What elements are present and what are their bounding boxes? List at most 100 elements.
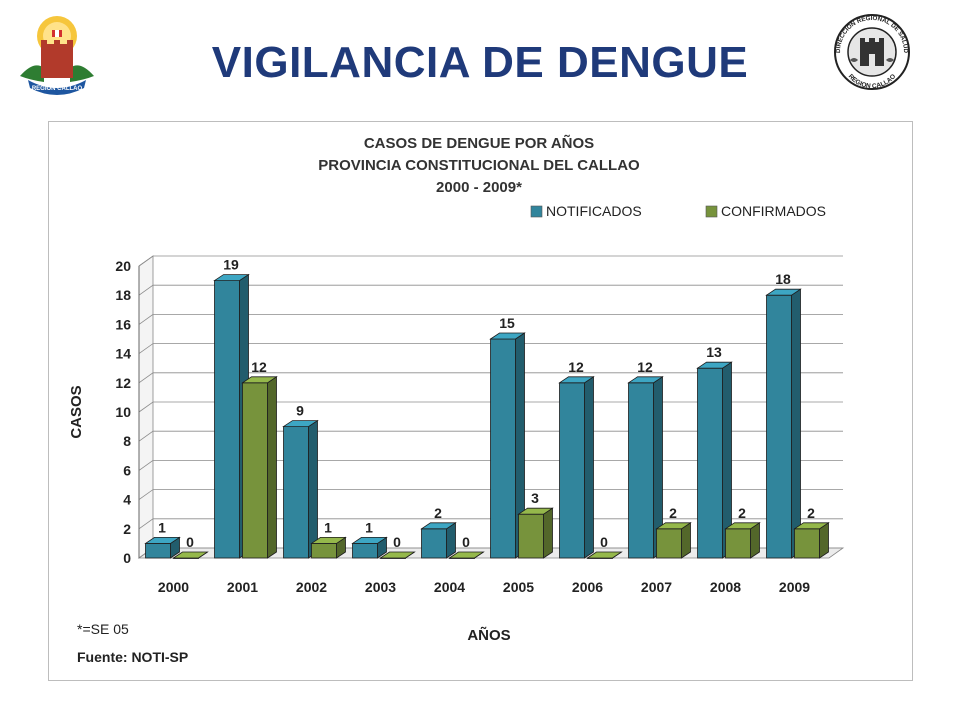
- gridline: [138, 313, 843, 325]
- data-label: 1: [365, 519, 373, 535]
- bar-top: [724, 522, 761, 530]
- bar-front: [628, 382, 654, 559]
- y-axis-label: CASOS: [68, 385, 85, 438]
- y-tick-label: 8: [123, 433, 131, 449]
- legend-swatch: [530, 205, 543, 218]
- bar-top: [144, 536, 181, 544]
- gridline: [138, 518, 843, 530]
- bar-top: [420, 522, 457, 530]
- y-tick-label: 6: [123, 462, 131, 478]
- chart-frame: CASOS DE DENGUE POR AÑOS PROVINCIA CONSTI…: [48, 121, 913, 681]
- data-label: 3: [531, 490, 539, 506]
- data-label: 12: [568, 359, 584, 375]
- y-tick-label: 20: [115, 258, 131, 274]
- bar-front: [656, 528, 682, 559]
- bar-confirmados: [586, 551, 623, 559]
- bar-confirmados: [379, 551, 416, 559]
- bar-front: [352, 542, 378, 559]
- bar-front: [794, 528, 820, 559]
- bar-top: [172, 551, 209, 559]
- x-tick-label: 2005: [503, 579, 534, 595]
- bar-notificados: [696, 361, 733, 559]
- gridline: [138, 430, 843, 442]
- bar-front: [283, 426, 309, 559]
- gridline: [138, 284, 843, 296]
- region-callao-logo: REGION CALLAO: [20, 16, 94, 95]
- y-tick-label: 10: [115, 404, 131, 420]
- bar-confirmados: [655, 522, 692, 559]
- footnote-text: *=SE 05: [77, 621, 129, 637]
- bar-top: [517, 507, 554, 515]
- bar-front: [518, 513, 544, 559]
- x-tick-label: 2002: [296, 579, 327, 595]
- bar-notificados: [627, 376, 664, 559]
- bar-confirmados: [310, 536, 347, 559]
- gridline: [138, 372, 843, 384]
- bar-top: [489, 332, 526, 340]
- bar-confirmados: [172, 551, 209, 559]
- bar-front: [311, 542, 337, 559]
- data-label: 1: [324, 519, 332, 535]
- bar-front: [490, 338, 516, 559]
- bar-front: [242, 382, 268, 559]
- y-tick-label: 0: [123, 550, 131, 566]
- bar-notificados: [558, 376, 595, 559]
- bar-side: [791, 288, 801, 559]
- data-label: 2: [669, 505, 677, 521]
- dengue-bar-chart: CASOS DE DENGUE POR AÑOS PROVINCIA CONSTI…: [68, 134, 845, 665]
- data-label: 0: [600, 534, 608, 550]
- bar-notificados: [213, 273, 250, 559]
- gridline: [138, 401, 843, 413]
- laurel-right-icon: [70, 65, 94, 82]
- bar-notificados: [420, 522, 457, 559]
- bar-top: [213, 274, 250, 282]
- bar-top: [627, 376, 664, 384]
- page-title: VIGILANCIA DE DENGUE: [211, 38, 749, 87]
- data-label: 9: [296, 403, 304, 419]
- data-label: 18: [775, 271, 791, 287]
- bar-top: [558, 376, 595, 384]
- data-label: 0: [186, 534, 194, 550]
- data-label: 2: [434, 505, 442, 521]
- y-tick-label: 16: [115, 316, 131, 332]
- bar-confirmados: [793, 522, 830, 559]
- bar-confirmados: [241, 376, 278, 559]
- bar-front: [421, 528, 447, 559]
- ribbon-icon: [28, 80, 86, 95]
- x-tick-label: 2001: [227, 579, 258, 595]
- bar-notificados: [765, 288, 802, 559]
- bar-front: [725, 528, 751, 559]
- bar-side: [267, 376, 277, 559]
- diresa-callao-seal: DIRECCION REGIONAL DE SALUD REGION CALLA…: [834, 14, 910, 90]
- bar-notificados: [351, 536, 388, 559]
- data-label: 12: [637, 359, 653, 375]
- data-label: 13: [706, 344, 722, 360]
- bar-front: [697, 367, 723, 559]
- bar-side: [584, 376, 594, 559]
- bar-notificados: [282, 419, 319, 559]
- bar-front: [214, 280, 240, 559]
- bar-confirmados: [448, 551, 485, 559]
- legend-label: NOTIFICADOS: [546, 203, 642, 219]
- bar-front: [559, 382, 585, 559]
- castle-icon: [41, 44, 73, 78]
- y-tick-label: 2: [123, 521, 131, 537]
- bar-top: [310, 536, 347, 544]
- chart-title-line: CASOS DE DENGUE POR AÑOS: [364, 134, 594, 152]
- data-label: 19: [223, 257, 239, 273]
- bar-confirmados: [517, 507, 554, 559]
- laurel-left-icon: [20, 65, 44, 82]
- bar-front: [145, 542, 171, 559]
- chart-title-line: 2000 - 2009*: [436, 179, 522, 196]
- bar-confirmados: [724, 522, 761, 559]
- x-tick-label: 2009: [779, 579, 810, 595]
- data-label: 2: [738, 505, 746, 521]
- bar-top: [696, 361, 733, 369]
- bar-top: [351, 536, 388, 544]
- bar-top: [241, 376, 278, 384]
- bar-top: [586, 551, 623, 559]
- x-tick-label: 2000: [158, 579, 189, 595]
- bar-top: [282, 420, 319, 428]
- chart-title-line: PROVINCIA CONSTITUCIONAL DEL CALLAO: [318, 157, 640, 174]
- bar-top: [448, 551, 485, 559]
